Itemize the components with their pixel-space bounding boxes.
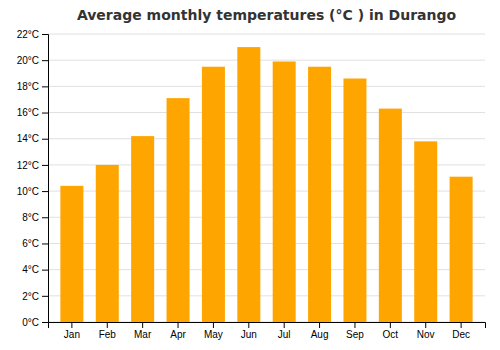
y-tick-mark	[42, 34, 48, 35]
x-tick-label: May	[204, 329, 223, 340]
x-tick-mark	[142, 322, 143, 328]
y-tick-label: 6°C	[22, 238, 39, 249]
y-tick-label: 14°C	[17, 133, 39, 144]
bar	[167, 98, 190, 322]
x-tick-mark	[390, 322, 391, 328]
y-tick-label: 2°C	[22, 291, 39, 302]
y-tick-mark	[42, 270, 48, 271]
grid-line	[48, 86, 485, 87]
x-axis: Jan Feb Mar Apr May Jun Jul Aug Sep Oct Nov Dec	[49, 322, 486, 340]
x-tick: Apr	[170, 322, 186, 340]
x-tick: Nov	[417, 322, 435, 340]
y-tick-mark	[42, 60, 48, 61]
y-tick-mark	[42, 322, 48, 323]
y-tick: 8°C	[22, 212, 48, 223]
x-tick-mark	[248, 322, 249, 328]
bar	[131, 136, 154, 322]
bar	[273, 61, 296, 322]
x-tick: Feb	[99, 322, 117, 340]
bar	[308, 67, 331, 322]
x-tick-label: Oct	[383, 329, 399, 340]
grid-line	[48, 60, 485, 61]
bar	[414, 141, 437, 322]
x-tick-label: Jun	[241, 329, 257, 340]
y-tick-mark	[42, 296, 48, 297]
title: Average monthly temperatures (°C ) in Du…	[77, 7, 457, 23]
y-tick-label: 0°C	[22, 317, 39, 328]
chart-svg: 0°C 2°C 4°C 6°C 8°C 10°C 12°C 14°C 16°C 18°C 20°C 2…	[0, 0, 500, 350]
x-tick-mark	[284, 322, 285, 328]
grid	[48, 34, 485, 322]
x-tick-label: Feb	[99, 329, 117, 340]
y-tick-label: 18°C	[17, 81, 39, 92]
y-tick-label: 10°C	[17, 186, 39, 197]
x-tick: Jan	[64, 322, 80, 340]
y-tick: 16°C	[17, 107, 48, 118]
x-tick-label: Jan	[64, 329, 80, 340]
x-tick-label: Nov	[417, 329, 435, 340]
y-tick-label: 22°C	[17, 29, 39, 40]
y-tick: 22°C	[17, 29, 48, 40]
y-tick-label: 16°C	[17, 107, 39, 118]
x-axis-line	[49, 323, 486, 329]
x-tick: Jun	[241, 322, 257, 340]
x-tick-mark	[461, 322, 462, 328]
x-tick-mark	[178, 322, 179, 328]
y-tick-mark	[42, 113, 48, 114]
y-tick-label: 4°C	[22, 264, 39, 275]
x-tick-label: Sep	[346, 329, 364, 340]
bar	[60, 186, 83, 322]
y-tick: 10°C	[17, 186, 48, 197]
x-tick: Jul	[278, 322, 291, 340]
y-tick-mark	[42, 217, 48, 218]
x-tick-label: Dec	[452, 329, 470, 340]
y-tick-mark	[42, 191, 48, 192]
y-tick-label: 20°C	[17, 55, 39, 66]
y-tick-mark	[42, 165, 48, 166]
x-tick-mark	[425, 322, 426, 328]
bar	[343, 79, 366, 322]
x-tick: Dec	[452, 322, 470, 340]
bars	[60, 47, 472, 322]
y-axis: 0°C 2°C 4°C 6°C 8°C 10°C 12°C 14°C 16°C 18°C 20°C 2…	[17, 29, 49, 328]
y-tick: 4°C	[22, 264, 48, 275]
x-tick: Oct	[383, 322, 399, 340]
bar	[379, 109, 402, 322]
bar	[96, 165, 119, 322]
bar	[450, 177, 473, 322]
bar	[202, 67, 225, 322]
y-tick-mark	[42, 86, 48, 87]
y-tick-label: 12°C	[17, 160, 39, 171]
grid-line	[48, 112, 485, 113]
plot: 0°C 2°C 4°C 6°C 8°C 10°C 12°C 14°C 16°C 18°C 20°C 2…	[17, 29, 486, 340]
x-tick-label: Mar	[134, 329, 152, 340]
x-tick-mark	[319, 322, 320, 328]
y-tick: 14°C	[17, 133, 48, 144]
y-tick: 18°C	[17, 81, 48, 92]
x-tick: May	[204, 322, 223, 340]
y-tick: 0°C	[22, 317, 48, 328]
x-tick-mark	[213, 322, 214, 328]
grid-line	[48, 34, 485, 35]
x-tick-label: Jul	[278, 329, 291, 340]
y-tick: 20°C	[17, 55, 48, 66]
y-tick: 6°C	[22, 238, 48, 249]
x-tick-mark	[107, 322, 108, 328]
x-tick: Mar	[134, 322, 152, 340]
y-axis-line	[42, 35, 49, 323]
x-tick-mark	[354, 322, 355, 328]
x-tick-label: Apr	[170, 329, 186, 340]
x-tick-label: Aug	[311, 329, 329, 340]
x-tick-mark	[71, 322, 72, 328]
y-tick-label: 8°C	[22, 212, 39, 223]
grid-line	[48, 138, 485, 139]
y-tick-mark	[42, 139, 48, 140]
bar	[237, 47, 260, 322]
x-tick: Sep	[346, 322, 364, 340]
y-tick: 2°C	[22, 291, 48, 302]
x-tick: Aug	[311, 322, 329, 340]
y-tick: 12°C	[17, 160, 48, 171]
y-tick-mark	[42, 243, 48, 244]
